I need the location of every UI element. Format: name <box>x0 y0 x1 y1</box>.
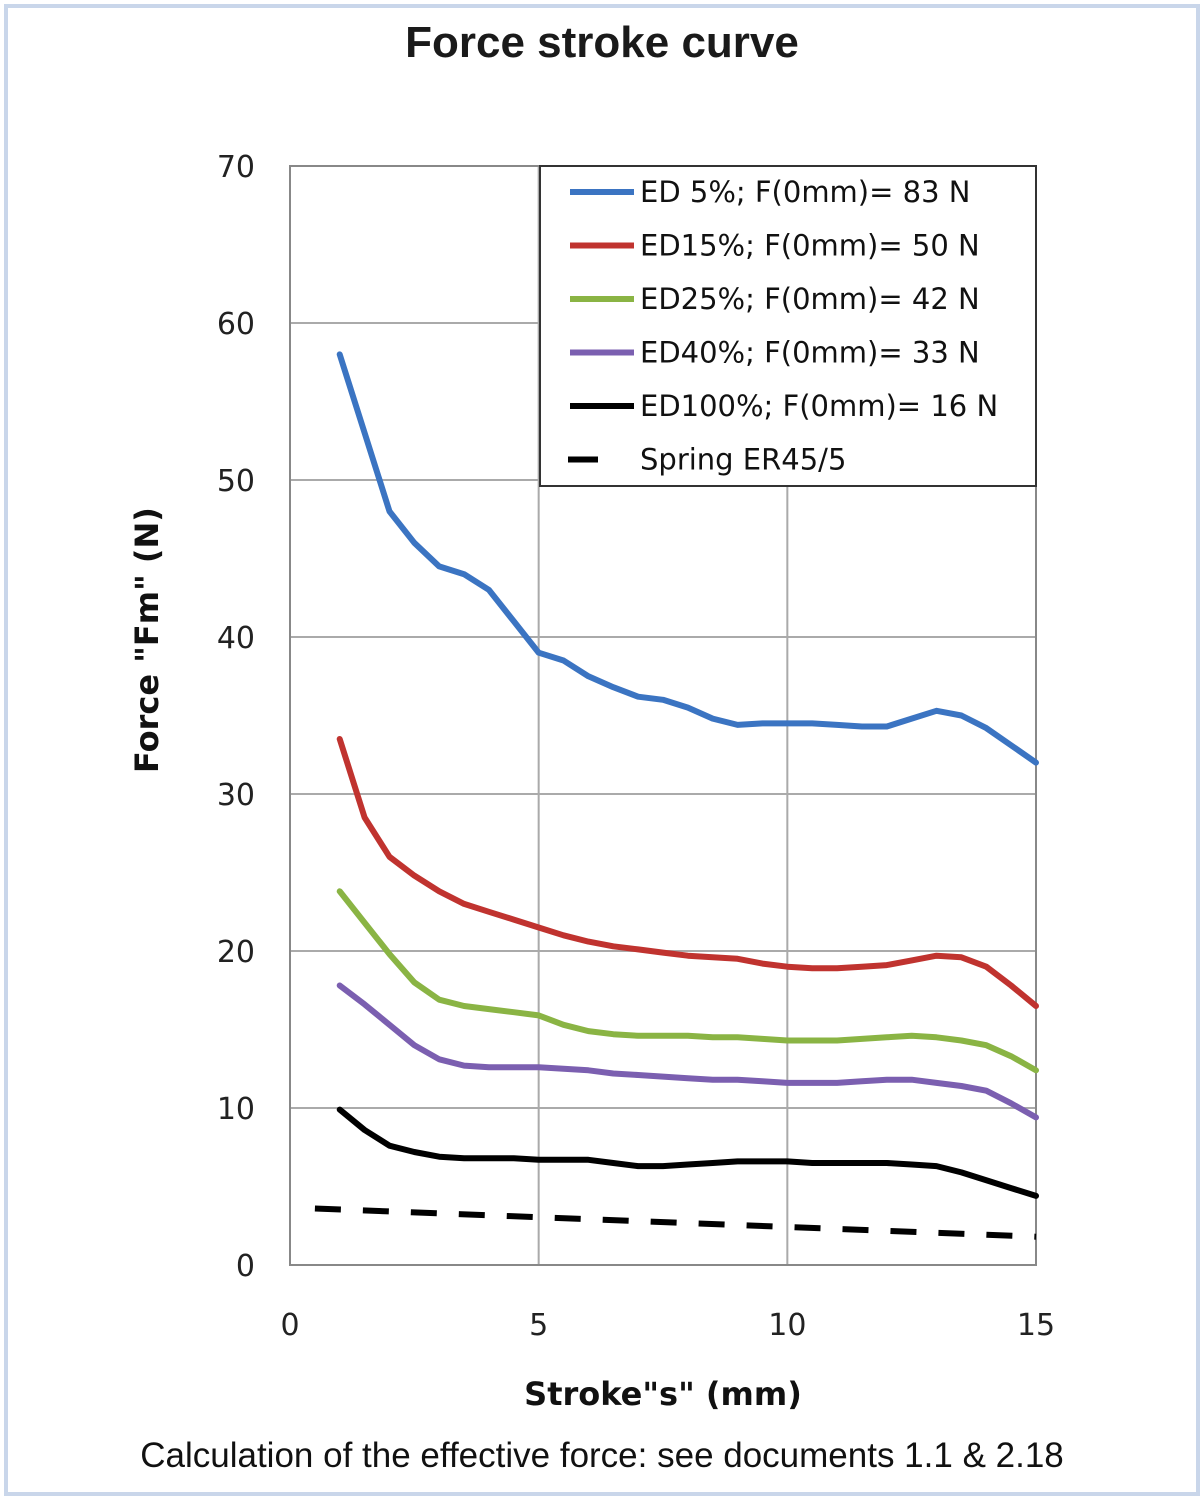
y-axis-label: Force "Fm" (N) <box>128 507 166 773</box>
y-tick-label: 0 <box>236 1249 255 1284</box>
series-line-6 <box>314 1205 1037 1240</box>
legend-label-3: ED25%; F(0mm)= 42 N <box>640 282 980 316</box>
x-tick-label: 15 <box>1017 1308 1055 1343</box>
legend: ED 5%; F(0mm)= 83 N ED15%; F(0mm)= 50 N ED… <box>539 165 1037 487</box>
legend-label-2: ED15%; F(0mm)= 50 N <box>640 229 980 263</box>
series-line-4 <box>336 982 1039 1121</box>
legend-label-4: ED40%; F(0mm)= 33 N <box>640 336 980 370</box>
y-tick-label: 70 <box>217 150 255 185</box>
series-lines <box>314 351 1039 1240</box>
y-tick-label: 10 <box>217 1092 255 1127</box>
series-line-5 <box>336 1106 1039 1199</box>
x-tick-label: 5 <box>529 1308 548 1343</box>
y-tick-label: 20 <box>217 935 255 970</box>
legend-box <box>539 165 1037 487</box>
series-line-3 <box>336 888 1039 1074</box>
x-tick-label: 10 <box>768 1308 806 1343</box>
y-tick-label: 30 <box>217 778 255 813</box>
y-tick-label: 40 <box>217 621 255 656</box>
legend-label-6: Spring ER45/5 <box>640 443 846 477</box>
y-tick-label: 60 <box>217 307 255 342</box>
y-tick-label: 50 <box>217 464 255 499</box>
footnote: Calculation of the effective force: see … <box>140 1436 1064 1475</box>
legend-label-5: ED100%; F(0mm)= 16 N <box>640 389 998 423</box>
series-line-1 <box>336 351 1039 766</box>
axis-ticks: 0 10 20 30 40 50 60 70 0 5 10 15 <box>217 150 1055 1343</box>
x-axis-label: Stroke"s" (mm) <box>524 1375 802 1413</box>
legend-label-1: ED 5%; F(0mm)= 83 N <box>640 175 970 209</box>
x-tick-label: 0 <box>280 1308 299 1343</box>
chart-title: Force stroke curve <box>405 18 799 67</box>
series-line-2 <box>336 736 1039 1009</box>
